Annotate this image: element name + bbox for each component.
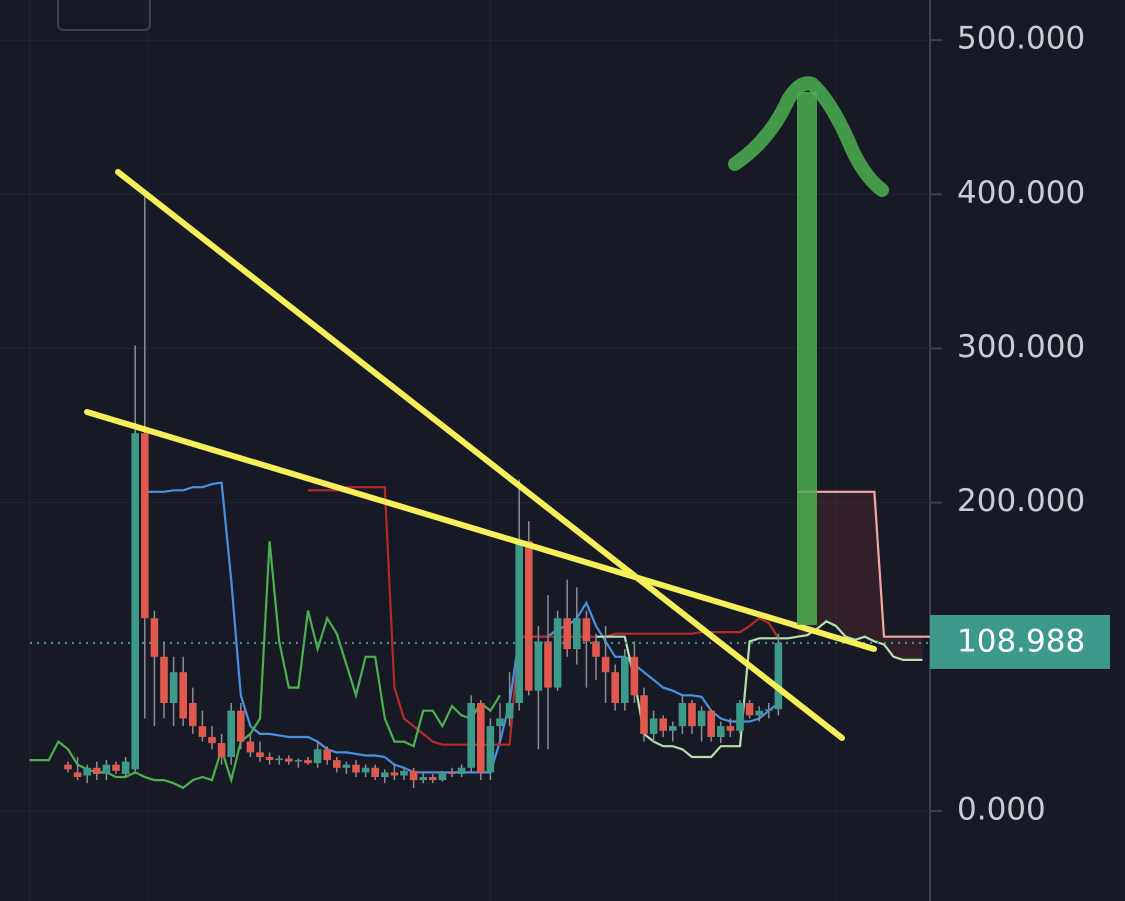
indicator-line [596, 620, 923, 759]
candle-body [285, 758, 293, 762]
candle-body [553, 618, 562, 688]
candle-body [515, 541, 523, 704]
candle-body [525, 541, 533, 691]
candle-body [774, 642, 783, 710]
candle-body [102, 764, 111, 774]
candle-body [745, 703, 754, 716]
candle-body [131, 433, 139, 770]
candle-body [582, 618, 591, 642]
candle-body [707, 710, 715, 737]
candle-body [736, 703, 744, 731]
candle-body [505, 703, 514, 719]
candle-body [400, 770, 408, 776]
candle-body [496, 718, 504, 727]
candle-body [198, 726, 207, 737]
candle-body [409, 770, 418, 781]
candle-body [592, 641, 600, 657]
candle-body [64, 764, 72, 770]
candle-body [726, 726, 735, 731]
candle-body [323, 749, 331, 761]
y-tick-label: 500.000 [957, 21, 1085, 57]
candle-body [688, 703, 696, 727]
candle-body [246, 741, 255, 753]
candle-body [601, 656, 610, 673]
candle-body [237, 710, 245, 742]
candle-body [141, 433, 149, 619]
candle-body [160, 656, 168, 704]
cloud [797, 491, 923, 660]
plot [0, 39, 932, 812]
candle-body [352, 764, 360, 773]
candle-body [189, 703, 197, 727]
candle-body [342, 764, 351, 768]
toolbar-button[interactable] [57, 0, 151, 31]
candle-body [429, 777, 437, 781]
candle-body [640, 695, 648, 734]
price-axis: 0.000 200.000 300.000 400.000 500.000 108.988 [930, 21, 1110, 827]
candle-body [611, 672, 619, 704]
candle-body [275, 758, 283, 761]
candle-body [304, 760, 312, 764]
candle-body [333, 760, 341, 768]
candle-body [438, 772, 447, 781]
candle-body [534, 641, 543, 691]
drawings [84, 76, 889, 741]
candle-body [419, 777, 427, 781]
candle-body [217, 743, 226, 758]
candle-body [256, 752, 264, 758]
candle-body [73, 772, 82, 778]
candle-body [371, 767, 379, 778]
candle-body [765, 709, 773, 711]
candle-body [83, 767, 91, 776]
candle-body [313, 749, 322, 764]
indicator-line [797, 490, 932, 638]
y-tick-label: 0.000 [957, 791, 1046, 827]
candle-body [486, 726, 495, 773]
candle-body [678, 703, 687, 727]
candle-body [717, 726, 725, 737]
candle-body [93, 767, 101, 774]
y-tick-label: 400.000 [957, 175, 1085, 211]
candle-body [563, 618, 571, 650]
candle-body [659, 718, 667, 731]
candle-body [381, 772, 389, 778]
candle-body [448, 772, 456, 774]
price-label: 108.988 [957, 623, 1085, 659]
price-label-box [930, 614, 1110, 669]
candle-body [649, 718, 658, 734]
candle-body [208, 736, 216, 744]
indicator-line [308, 486, 780, 746]
candle-body [697, 710, 706, 727]
candle-body [265, 757, 274, 761]
candle-body [361, 767, 370, 773]
y-tick-label: 200.000 [957, 483, 1085, 519]
candle-body [573, 618, 581, 650]
candle-body [179, 672, 187, 719]
candle-body [621, 656, 629, 704]
candle-body [169, 672, 178, 704]
candle-body [121, 761, 130, 774]
trend-line [84, 409, 877, 652]
candle-body [457, 767, 466, 774]
trend-line [115, 169, 845, 741]
arrow-head [728, 76, 889, 197]
candle-body [112, 764, 120, 771]
candle-body [544, 641, 552, 688]
candle-body [227, 710, 235, 758]
candle-body [630, 656, 639, 696]
candle-body [467, 703, 475, 768]
candle-body [477, 703, 485, 773]
candle-body [294, 760, 303, 762]
candle-body [150, 618, 159, 657]
y-tick-label: 300.000 [957, 329, 1085, 365]
candle-body [755, 710, 763, 716]
candle-body [669, 726, 677, 731]
candle-body [390, 772, 399, 776]
